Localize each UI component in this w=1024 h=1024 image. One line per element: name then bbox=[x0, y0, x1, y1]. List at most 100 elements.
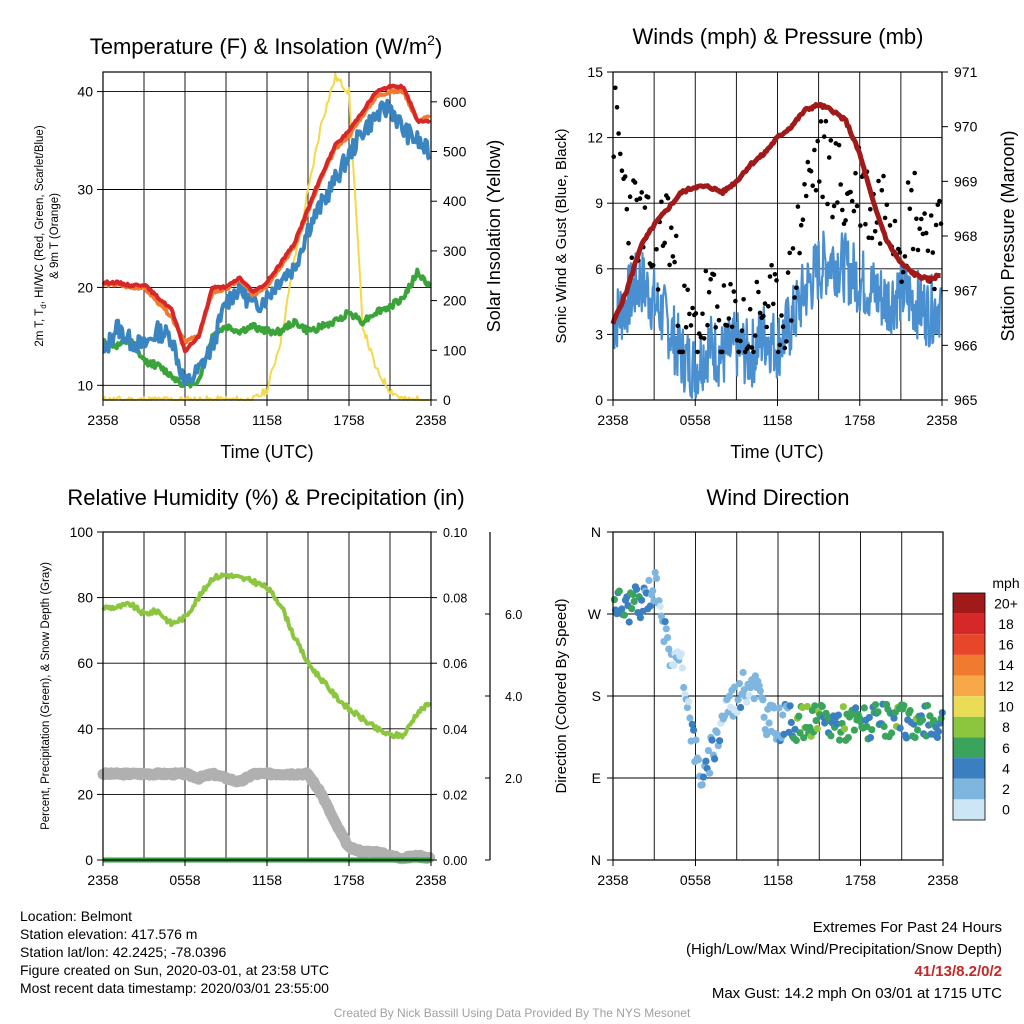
direction-point bbox=[800, 734, 808, 742]
direction-point bbox=[652, 574, 661, 583]
direction-point bbox=[935, 728, 943, 736]
y-tick-label-right: 965 bbox=[954, 392, 978, 408]
gust-point bbox=[639, 190, 644, 195]
gust-point bbox=[645, 195, 651, 200]
y-tick-label-left: 15 bbox=[587, 64, 603, 80]
winds-panel: Winds (mph) & Pressure (mb) 0 3 6 9 12 15 965 9… bbox=[553, 24, 1018, 462]
gust-point bbox=[821, 134, 827, 139]
gust-point bbox=[823, 118, 829, 124]
gust-point bbox=[673, 233, 679, 239]
direction-point bbox=[786, 702, 794, 710]
x-tick-label: 1758 bbox=[844, 412, 875, 428]
gust-point bbox=[879, 188, 885, 193]
y-tick-label-right: 971 bbox=[954, 64, 978, 80]
gust-point bbox=[854, 203, 860, 209]
extremes-info: Extremes For Past 24 Hours (High/Low/Max… bbox=[686, 917, 1002, 1005]
direction-point bbox=[629, 590, 637, 599]
direction-point bbox=[890, 714, 898, 722]
series-line-td bbox=[102, 267, 432, 389]
gust-point bbox=[858, 223, 863, 228]
x-tick-label: 0558 bbox=[680, 872, 711, 888]
x-tick-label: 0558 bbox=[680, 412, 711, 428]
gust-point bbox=[687, 311, 692, 317]
colorbar-swatch bbox=[953, 696, 985, 717]
gust-point bbox=[736, 349, 741, 355]
y-tick-label-left: 6 bbox=[595, 261, 603, 277]
x-tick-label: 1158 bbox=[252, 872, 282, 888]
gust-point bbox=[618, 151, 623, 157]
gust-point bbox=[690, 305, 695, 311]
colorbar-swatch bbox=[953, 716, 985, 738]
x-tick-label: 1158 bbox=[762, 412, 792, 428]
direction-point bbox=[670, 661, 678, 670]
gust-point bbox=[812, 147, 817, 153]
y-tick-label-left: 0 bbox=[85, 852, 93, 868]
series-line-snow-depth bbox=[97, 767, 436, 865]
gust-point bbox=[810, 183, 815, 188]
gust-point bbox=[818, 119, 824, 124]
direction-axes: N E S W N 2358 0558 1158 1758 2358 bbox=[588, 524, 959, 888]
direction-point bbox=[730, 683, 739, 691]
gust-point bbox=[715, 304, 720, 309]
y-tick-label-left: 0 bbox=[595, 392, 603, 408]
colorbar-label: 4 bbox=[1002, 760, 1010, 776]
gust-point bbox=[642, 205, 648, 210]
gust-point bbox=[655, 287, 661, 292]
gust-point bbox=[665, 195, 671, 201]
direction-point bbox=[677, 650, 685, 658]
direction-point bbox=[699, 773, 708, 781]
credit-line: Created By Nick Bassill Using Data Provi… bbox=[333, 1006, 691, 1020]
gust-point bbox=[869, 235, 875, 241]
gust-point bbox=[905, 180, 911, 185]
direction-point bbox=[911, 733, 919, 742]
y-tick-label-right: 300 bbox=[443, 243, 467, 259]
y-tick-label-left: N bbox=[591, 524, 601, 540]
y-tick-label-left: E bbox=[592, 770, 601, 786]
station-info: Location: Belmont Station elevation: 417… bbox=[20, 907, 329, 997]
y-tick-label-left: 20 bbox=[77, 279, 93, 295]
gust-point bbox=[909, 187, 914, 193]
gust-point bbox=[836, 142, 842, 148]
gust-point bbox=[828, 138, 834, 143]
gust-point bbox=[731, 289, 737, 294]
series-line-9m-t bbox=[101, 88, 432, 345]
direction-point bbox=[900, 702, 908, 710]
direction-point bbox=[735, 680, 744, 688]
gust-point bbox=[749, 345, 755, 350]
y-tick-label-left: S bbox=[592, 688, 601, 704]
temperature-series bbox=[101, 72, 432, 401]
gust-point bbox=[716, 317, 722, 323]
gust-point bbox=[892, 218, 898, 224]
series-line-2m-t bbox=[101, 83, 432, 354]
gust-point bbox=[696, 331, 702, 336]
gust-point bbox=[616, 131, 621, 136]
colorbar-swatch bbox=[953, 737, 985, 759]
direction-point bbox=[656, 602, 664, 611]
direction-series bbox=[610, 568, 946, 789]
direction-point bbox=[880, 722, 888, 731]
gust-point bbox=[751, 349, 756, 355]
gust-point bbox=[808, 168, 814, 174]
direction-point bbox=[836, 736, 844, 744]
temperature-title: Temperature (F) & Insolation (W/m2) bbox=[90, 32, 443, 59]
y-tick-label-right: 600 bbox=[443, 94, 467, 110]
temperature-panel: Temperature (F) & Insolation (W/m2) 1020… bbox=[34, 32, 504, 462]
series-line-hi-wc bbox=[102, 98, 432, 387]
gust-point bbox=[627, 194, 633, 199]
direction-point bbox=[791, 725, 799, 733]
y-tick-label-left: 100 bbox=[70, 524, 94, 540]
series-line-station-pressure bbox=[610, 102, 942, 325]
y-tick-label-right: 970 bbox=[954, 119, 978, 135]
y-tick-label-right: 0.10 bbox=[443, 526, 467, 540]
temperature-title-superscript: 2 bbox=[427, 32, 435, 48]
extremes-title: Extremes For Past 24 Hours bbox=[812, 919, 1002, 936]
gust-point bbox=[831, 203, 837, 209]
direction-point bbox=[651, 568, 659, 577]
gust-point bbox=[887, 223, 893, 228]
gust-point bbox=[708, 277, 713, 282]
gust-point bbox=[659, 199, 664, 205]
gust-point bbox=[848, 189, 853, 195]
extremes-values: 41/13/8.2/0/2 bbox=[914, 963, 1002, 980]
direction-point bbox=[868, 726, 876, 734]
